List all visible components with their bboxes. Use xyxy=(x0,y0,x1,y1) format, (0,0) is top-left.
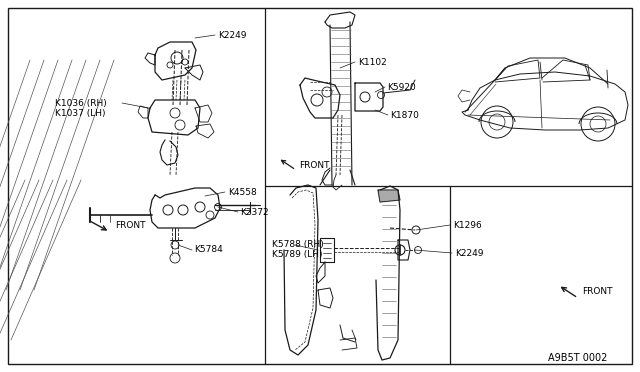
Text: K2249: K2249 xyxy=(455,248,483,257)
Text: FRONT: FRONT xyxy=(582,288,612,296)
Text: K5920: K5920 xyxy=(387,83,416,92)
Text: K1037 (LH): K1037 (LH) xyxy=(55,109,106,118)
Text: FRONT: FRONT xyxy=(299,160,330,170)
Polygon shape xyxy=(378,190,400,202)
Text: K1296: K1296 xyxy=(453,221,482,230)
Text: A9B5T 0002: A9B5T 0002 xyxy=(548,353,607,363)
Text: K5788 (RH): K5788 (RH) xyxy=(272,240,324,248)
Text: K1036 (RH): K1036 (RH) xyxy=(55,99,107,108)
Text: K1870: K1870 xyxy=(390,110,419,119)
Text: K5789 (LH): K5789 (LH) xyxy=(272,250,323,259)
Text: K1102: K1102 xyxy=(358,58,387,67)
Text: K4558: K4558 xyxy=(228,187,257,196)
Text: FRONT: FRONT xyxy=(115,221,145,230)
Text: K2372: K2372 xyxy=(240,208,269,217)
Text: K2249: K2249 xyxy=(218,31,246,39)
Text: K5784: K5784 xyxy=(194,246,223,254)
